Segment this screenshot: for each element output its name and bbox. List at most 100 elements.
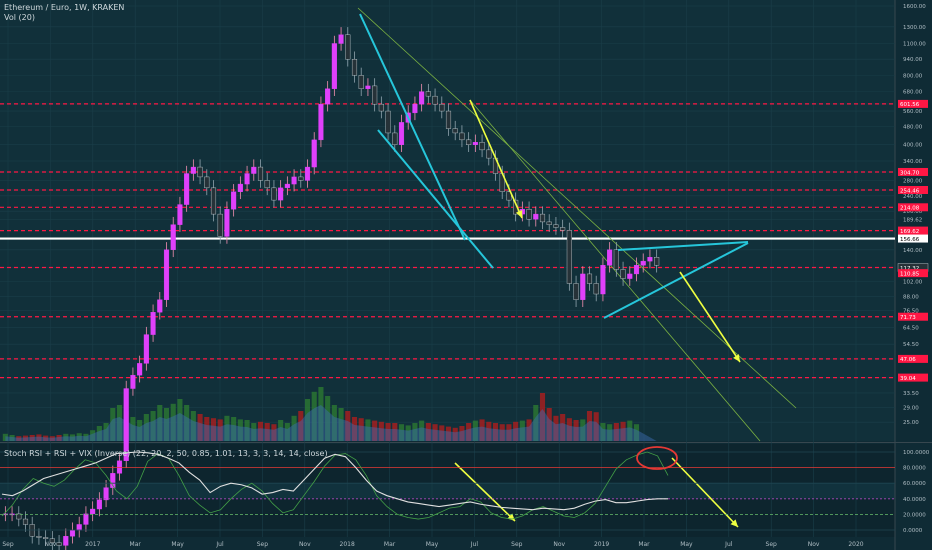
volume-bar [466, 423, 472, 441]
volume-bar [573, 420, 579, 441]
volume-bar [137, 420, 143, 441]
price-tag-label: 71.73 [900, 315, 916, 321]
volume-bar [566, 418, 572, 441]
price-arrow-2-head [733, 354, 740, 362]
volume-bar [237, 419, 243, 441]
candle-body [627, 273, 633, 279]
volume-bar [405, 425, 411, 441]
price-tag-label: 304.70 [900, 170, 920, 176]
price-tag-bg [898, 373, 928, 382]
oscillator-title: Stoch RSI + RSI + VIX (Inverse) (22, 20,… [4, 449, 328, 458]
candle-body [197, 166, 203, 178]
candle-body [647, 257, 653, 262]
y-tick-label: 189.62 [903, 217, 922, 223]
y-tick-label: 1300.00 [903, 25, 926, 31]
candle-body [137, 363, 143, 376]
candle-body [479, 142, 485, 151]
osc-arrow-1 [454, 462, 516, 522]
x-tick-label: Mar [130, 541, 142, 548]
candle-body [224, 209, 230, 237]
candle-body [257, 166, 264, 181]
volume-bar [116, 405, 123, 441]
volume-bar [425, 423, 431, 441]
volume-bar [96, 426, 102, 441]
volume-bar [103, 423, 109, 441]
volume-bar [419, 420, 425, 441]
volume-bar [385, 423, 391, 441]
x-tick-label: Nov [45, 541, 57, 548]
volume-bar [2, 433, 8, 441]
price-tag-label: 601.56 [900, 102, 920, 108]
oscillator-level-label: 100.0000 [903, 450, 930, 456]
candle-body [459, 132, 465, 141]
candle-body [472, 142, 478, 145]
volume-bar [506, 424, 512, 441]
candle-body [318, 103, 324, 141]
candle-body [533, 213, 539, 220]
candle-body [378, 103, 384, 112]
y-tick-label: 206.00 [903, 209, 923, 215]
volume-bar [271, 424, 277, 441]
x-tick-label: Nov [808, 541, 820, 548]
price-tag-label: 117.32 [900, 266, 919, 272]
volume-bar [553, 415, 559, 441]
x-tick-label: Nov [299, 541, 311, 548]
candle-body [398, 122, 405, 145]
channel-bottom-line [469, 99, 761, 442]
y-tick-label: 33.50 [903, 391, 919, 397]
volume-bar [217, 419, 223, 441]
x-tick-label: Sep [766, 541, 778, 548]
volume-bar [338, 408, 344, 441]
price-tag-bg [898, 167, 928, 176]
candle-body [439, 103, 445, 112]
volume-bar [519, 420, 525, 441]
y-tick-label: 88.00 [903, 294, 919, 300]
price-tag-label: 110.85 [900, 271, 920, 277]
volume-bar [170, 403, 176, 441]
price-tag-label: 156.66 [900, 237, 920, 243]
price-arrow-2 [679, 271, 741, 363]
volume-bar [157, 405, 163, 441]
volume-bar [600, 423, 606, 441]
candle-body [177, 204, 183, 225]
volume-bar [29, 435, 35, 441]
candle-body [217, 213, 223, 237]
candle-body [385, 110, 391, 134]
volume-bar [398, 424, 405, 441]
y-tick-label: 280.00 [903, 178, 923, 184]
candle-body [452, 128, 458, 134]
volume-bar [43, 435, 49, 441]
volume-bar [298, 411, 304, 441]
x-tick-label: 2020 [848, 541, 863, 548]
x-tick-label: Jul [470, 541, 479, 548]
volume-bar [49, 436, 55, 441]
volume-bar [291, 415, 297, 441]
volume-bar [150, 411, 156, 441]
candle-body [204, 176, 210, 189]
volume-bar [445, 426, 452, 441]
volume-bar [210, 418, 217, 441]
price-tag-bg [898, 186, 928, 195]
y-tick-label: 25.00 [903, 420, 919, 426]
y-tick-label: 240.00 [903, 194, 923, 200]
volume-bar [607, 424, 613, 441]
candle-body [593, 283, 599, 295]
y-tick-label: 102.00 [903, 279, 923, 285]
volume-bar [110, 408, 116, 441]
candle-body [607, 249, 613, 266]
candle-body [130, 374, 136, 389]
candle-body [190, 166, 196, 174]
candle-body [271, 187, 277, 201]
volume-bar [16, 436, 22, 441]
y-tick-label: 29.00 [903, 405, 919, 411]
volume-bar [492, 423, 499, 441]
candle-body [338, 34, 344, 44]
volume-bar [358, 418, 364, 441]
oscillator-level-label: 40.0000 [903, 497, 926, 503]
price-tag-bg [898, 234, 928, 243]
candle-body [150, 312, 156, 335]
x-tick-label: May [171, 541, 184, 548]
candle-body [304, 166, 311, 181]
